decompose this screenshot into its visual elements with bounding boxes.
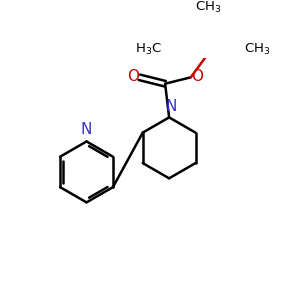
Text: CH$_3$: CH$_3$	[244, 42, 271, 57]
Text: CH$_3$: CH$_3$	[195, 0, 222, 15]
Text: O: O	[127, 69, 139, 84]
Text: O: O	[191, 69, 203, 84]
Text: H$_3$C: H$_3$C	[135, 42, 162, 57]
Text: N: N	[81, 122, 92, 137]
Text: N: N	[165, 99, 176, 114]
